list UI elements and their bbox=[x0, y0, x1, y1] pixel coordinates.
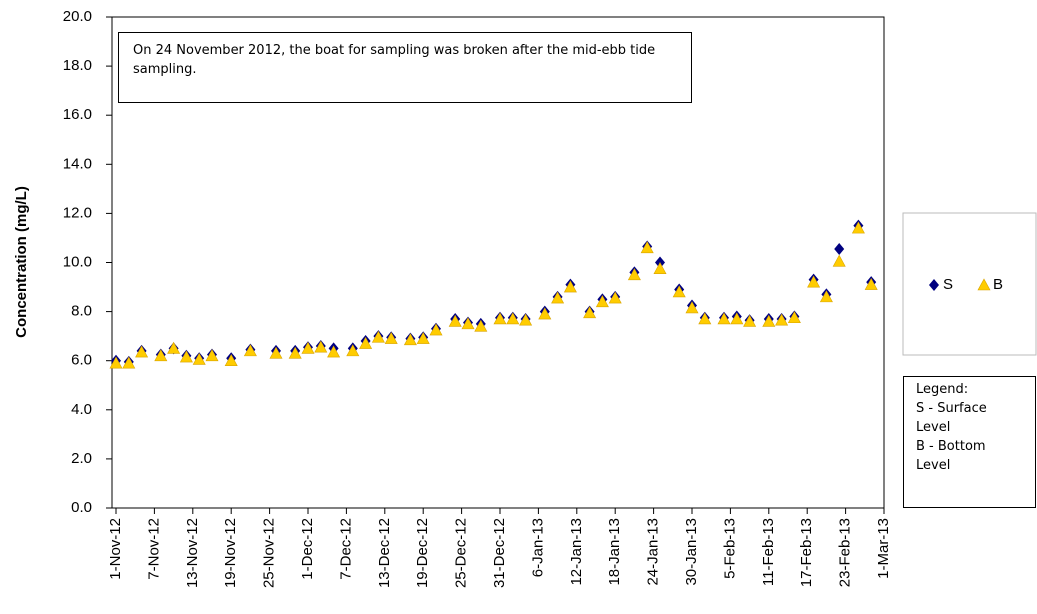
y-tick-label: 16.0 bbox=[63, 106, 92, 123]
y-tick-label: 14.0 bbox=[63, 155, 92, 172]
point bbox=[205, 349, 219, 362]
point bbox=[429, 323, 443, 336]
x-tick-label: 25-Nov-12 bbox=[261, 518, 278, 588]
point bbox=[851, 221, 865, 234]
point bbox=[672, 285, 686, 298]
x-tick-label: 7-Dec-12 bbox=[337, 518, 354, 580]
point bbox=[595, 295, 609, 308]
point bbox=[834, 242, 845, 255]
point bbox=[224, 354, 238, 366]
x-tick-label: 5-Feb-13 bbox=[721, 518, 738, 579]
point bbox=[832, 254, 846, 267]
x-tick-label: 13-Nov-12 bbox=[184, 518, 201, 588]
point bbox=[327, 345, 341, 358]
point bbox=[192, 352, 206, 365]
note-line: Legend: bbox=[916, 382, 969, 397]
point bbox=[371, 330, 385, 343]
point bbox=[775, 313, 789, 326]
point bbox=[359, 336, 373, 349]
x-tick-label: 18-Jan-13 bbox=[606, 518, 623, 586]
y-tick-label: 18.0 bbox=[63, 57, 92, 74]
x-tick-label: 11-Feb-13 bbox=[760, 518, 777, 586]
point bbox=[717, 312, 731, 325]
x-tick-label: 13-Dec-12 bbox=[376, 518, 393, 588]
point bbox=[493, 312, 507, 325]
point bbox=[743, 314, 757, 327]
y-tick-label: 2.0 bbox=[71, 450, 92, 467]
legend-marker bbox=[977, 278, 991, 291]
point bbox=[787, 311, 801, 324]
point bbox=[416, 331, 430, 344]
point bbox=[109, 356, 123, 369]
point bbox=[179, 350, 193, 363]
y-tick-label: 0.0 bbox=[71, 499, 92, 516]
legend-label: S bbox=[943, 276, 953, 293]
point bbox=[346, 344, 360, 357]
y-tick-label: 12.0 bbox=[63, 204, 92, 221]
note-line: S - Surface Level bbox=[916, 401, 987, 435]
legend-marker bbox=[929, 279, 939, 291]
point bbox=[807, 275, 821, 288]
point bbox=[864, 277, 878, 290]
x-tick-label: 19-Nov-12 bbox=[222, 518, 239, 588]
note-line: B - Bottom Level bbox=[916, 439, 986, 473]
point bbox=[653, 262, 667, 274]
y-tick-label: 8.0 bbox=[71, 303, 92, 320]
point bbox=[583, 306, 597, 319]
x-tick-label: 12-Jan-13 bbox=[568, 518, 585, 586]
point bbox=[301, 341, 315, 354]
point bbox=[314, 340, 328, 353]
point bbox=[135, 345, 149, 358]
point bbox=[154, 349, 168, 362]
point bbox=[519, 313, 533, 326]
x-tick-label: 17-Feb-13 bbox=[798, 518, 815, 587]
annotation: On 24 November 2012, the boat for sampli… bbox=[118, 32, 692, 103]
point bbox=[819, 290, 833, 303]
point bbox=[122, 356, 136, 369]
x-tick-label: 1-Dec-12 bbox=[299, 518, 316, 580]
x-tick-label: 1-Nov-12 bbox=[107, 518, 124, 580]
point bbox=[762, 314, 776, 327]
point bbox=[698, 312, 712, 325]
y-tick-label: 4.0 bbox=[71, 401, 92, 418]
x-tick-label: 1-Mar-13 bbox=[875, 518, 892, 579]
x-tick-label: 31-Dec-12 bbox=[491, 518, 508, 588]
x-tick-label: 6-Jan-13 bbox=[529, 518, 546, 577]
y-tick-label: 6.0 bbox=[71, 352, 92, 369]
note-box: Legend: S - Surface Level B - Bottom Level bbox=[903, 376, 1036, 508]
x-tick-label: 25-Dec-12 bbox=[453, 518, 470, 588]
point bbox=[506, 312, 520, 325]
point bbox=[384, 331, 398, 344]
point bbox=[243, 344, 257, 357]
legend-box bbox=[902, 212, 1037, 356]
point bbox=[461, 317, 475, 330]
point bbox=[167, 341, 181, 354]
point bbox=[730, 312, 744, 325]
point bbox=[403, 333, 417, 346]
x-tick-label: 24-Jan-13 bbox=[645, 518, 662, 586]
point bbox=[538, 307, 552, 320]
point bbox=[563, 280, 577, 293]
point bbox=[551, 291, 565, 304]
legend-label: B bbox=[993, 276, 1003, 293]
y-tick-label: 10.0 bbox=[63, 253, 92, 270]
y-tick-label: 20.0 bbox=[63, 8, 92, 25]
point bbox=[448, 314, 462, 327]
point bbox=[288, 346, 302, 359]
point bbox=[269, 346, 283, 359]
point bbox=[474, 319, 488, 332]
point bbox=[640, 241, 654, 254]
point bbox=[685, 301, 699, 314]
point bbox=[608, 291, 622, 304]
x-tick-label: 7-Nov-12 bbox=[145, 518, 162, 580]
x-tick-label: 19-Dec-12 bbox=[414, 518, 431, 588]
point bbox=[627, 268, 641, 281]
y-axis-label: Concentration (mg/L) bbox=[13, 186, 30, 338]
x-tick-label: 23-Feb-13 bbox=[837, 518, 854, 587]
x-tick-label: 30-Jan-13 bbox=[683, 518, 700, 586]
